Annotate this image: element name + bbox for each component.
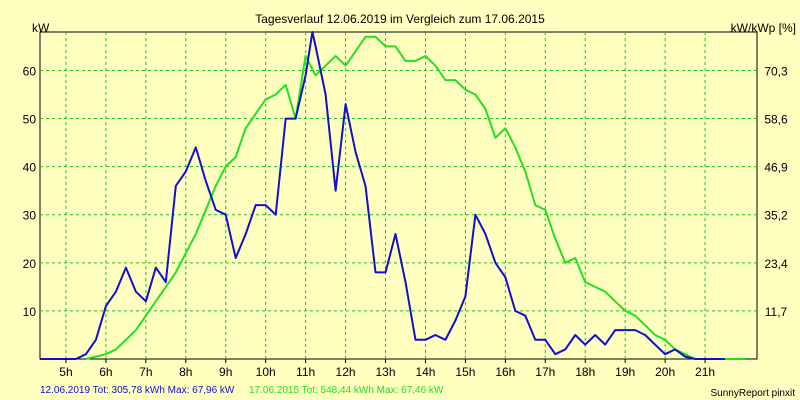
- y-right-tick-label: 46,9: [764, 161, 788, 175]
- y-left-tick-label: 20: [23, 257, 37, 271]
- series-2019-line: [40, 31, 725, 360]
- x-tick-label: 19h: [615, 365, 635, 379]
- x-tick-label: 5h: [59, 365, 72, 379]
- x-tick-label: 6h: [99, 365, 112, 379]
- x-tick-label: 18h: [575, 365, 595, 379]
- y-left-tick-label: 10: [23, 305, 37, 319]
- y-right-tick-label: 23,4: [764, 257, 788, 271]
- x-axis-ticks: 5h 6h 7h 8h 9h 10h 11h 12h 13h 14h 15h 16h 17h 18h 19h…: [59, 359, 715, 379]
- x-tick-label: 14h: [415, 365, 435, 379]
- y-axis-right-label: kW/kWp [%]: [731, 21, 796, 35]
- x-tick-label: 21h: [695, 365, 715, 379]
- x-tick-label: 16h: [495, 365, 515, 379]
- y-right-tick-label: 11,7: [765, 305, 788, 319]
- x-tick-label: 17h: [535, 365, 555, 379]
- x-tick-label: 10h: [256, 365, 276, 379]
- x-tick-label: 11h: [296, 365, 315, 379]
- y-left-tick-label: 40: [23, 161, 37, 175]
- y-right-tick-label: 58,6: [764, 113, 788, 127]
- legend-series-2015: 17.06.2015 Tot: 548,44 kWh Max: 67,46 kW: [249, 385, 444, 396]
- y-axis-left-label: kW: [32, 21, 50, 35]
- grid-lines: [40, 32, 757, 359]
- x-tick-label: 8h: [179, 365, 192, 379]
- x-tick-label: 15h: [455, 365, 475, 379]
- y-left-tick-label: 50: [23, 113, 37, 127]
- x-tick-label: 9h: [219, 365, 232, 379]
- x-tick-label: 13h: [376, 365, 396, 379]
- footer-credit: SunnyReport pinxit: [711, 388, 796, 399]
- x-tick-label: 20h: [655, 365, 675, 379]
- y-right-tick-label: 70,3: [764, 64, 788, 78]
- x-tick-label: 12h: [336, 365, 356, 379]
- plot-area: [39, 31, 758, 360]
- y-left-tick-label: 60: [23, 64, 37, 78]
- x-tick-label: 7h: [139, 365, 152, 379]
- chart-title: Tagesverlauf 12.06.2019 im Vergleich zum…: [255, 12, 545, 26]
- y-right-tick-label: 35,2: [764, 209, 788, 223]
- legend-series-2019: 12.06.2019 Tot: 305,78 kWh Max: 67,96 kW: [40, 385, 235, 396]
- y-axis-left-ticks: 10 20 30 40 50 60: [23, 64, 37, 318]
- y-left-tick-label: 30: [23, 209, 37, 223]
- series-layer: [40, 31, 745, 360]
- y-axis-right-ticks: 11,7 23,4 35,2 46,9 58,6 70,3: [764, 64, 788, 318]
- series-2015-line: [85, 35, 745, 360]
